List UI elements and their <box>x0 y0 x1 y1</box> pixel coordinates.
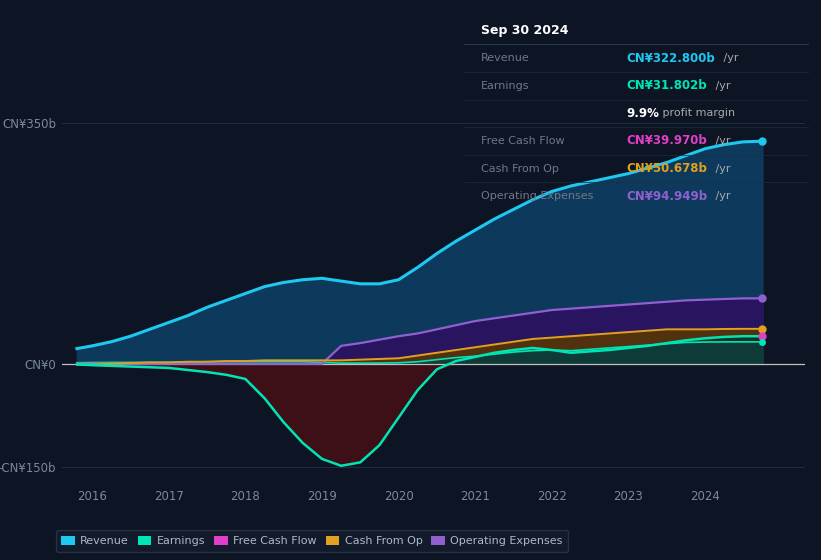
Text: /yr: /yr <box>712 191 731 201</box>
Text: Operating Expenses: Operating Expenses <box>481 191 594 201</box>
Text: Cash From Op: Cash From Op <box>481 164 559 174</box>
Text: 9.9%: 9.9% <box>626 107 658 120</box>
Text: Earnings: Earnings <box>481 81 530 91</box>
Text: CN¥94.949b: CN¥94.949b <box>626 190 707 203</box>
Text: profit margin: profit margin <box>658 109 735 118</box>
Text: /yr: /yr <box>712 81 731 91</box>
Text: Sep 30 2024: Sep 30 2024 <box>481 24 569 37</box>
Text: Revenue: Revenue <box>481 53 530 63</box>
Text: Free Cash Flow: Free Cash Flow <box>481 136 565 146</box>
Text: /yr: /yr <box>712 164 731 174</box>
Text: CN¥50.678b: CN¥50.678b <box>626 162 707 175</box>
Text: /yr: /yr <box>720 53 738 63</box>
Text: CN¥322.800b: CN¥322.800b <box>626 52 714 65</box>
Legend: Revenue, Earnings, Free Cash Flow, Cash From Op, Operating Expenses: Revenue, Earnings, Free Cash Flow, Cash … <box>56 530 568 552</box>
Text: CN¥31.802b: CN¥31.802b <box>626 80 707 92</box>
Text: /yr: /yr <box>712 136 731 146</box>
Text: CN¥39.970b: CN¥39.970b <box>626 134 707 147</box>
